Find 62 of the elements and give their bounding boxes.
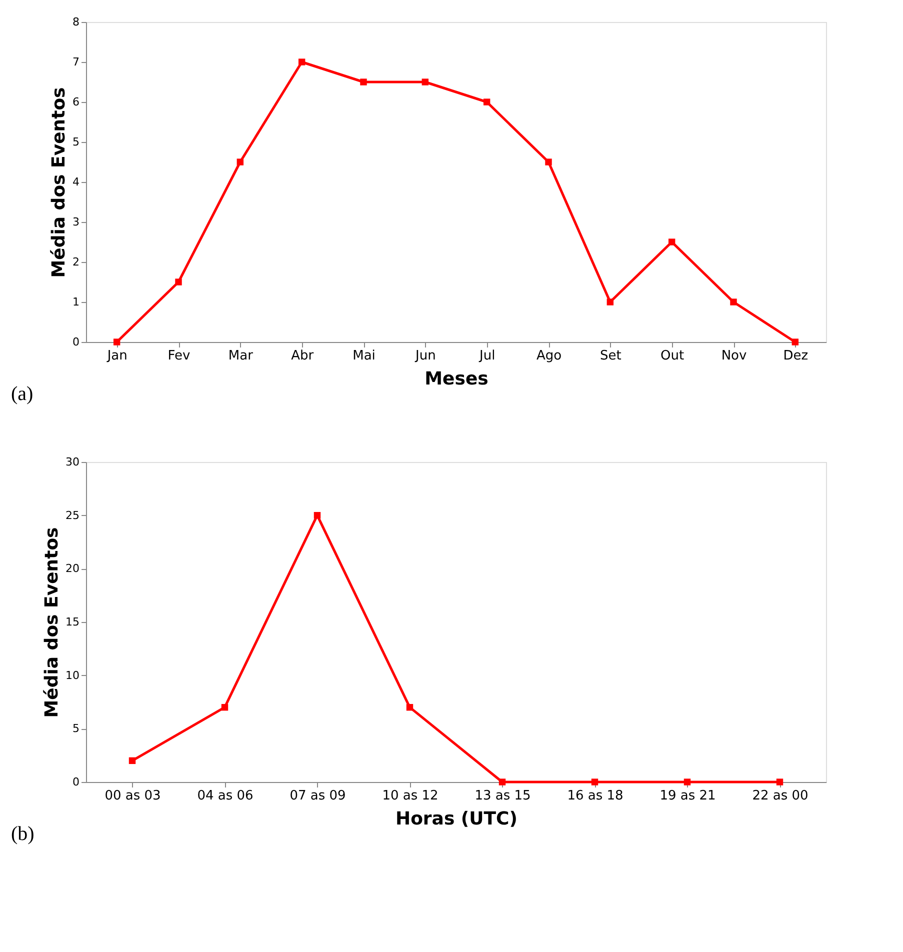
x-tick-label: Set	[600, 348, 622, 364]
x-tick-label: 07 as 09	[290, 788, 346, 804]
point	[128, 757, 136, 764]
x-tick-label: Abr	[291, 348, 314, 364]
point	[730, 298, 737, 306]
point	[175, 278, 182, 286]
point	[298, 58, 306, 66]
y-tick-label: 7	[72, 56, 80, 68]
point	[113, 338, 120, 346]
point	[792, 338, 799, 346]
point	[221, 704, 228, 711]
x-tick-label: Jun	[414, 348, 436, 364]
x-tick-label: 19 as 21	[660, 788, 716, 804]
point	[545, 158, 552, 166]
y-tick-label: 5	[72, 722, 80, 736]
y-tick-label: 25	[66, 508, 80, 522]
x-tick-label: 13 as 15	[474, 788, 531, 804]
x-tick-label: Mai	[352, 348, 376, 364]
x-tick-label: Out	[660, 348, 684, 364]
point	[684, 778, 691, 786]
y-tick-label: 8	[72, 16, 80, 28]
x-tick-label: Mar	[228, 348, 254, 364]
point	[591, 778, 598, 786]
y-axis-title: Média dos Eventos	[48, 87, 70, 278]
x-tick-label: 22 as 00	[752, 788, 808, 804]
point	[314, 512, 321, 519]
point	[406, 704, 414, 711]
point	[422, 78, 429, 86]
x-tick-label: Ago	[536, 348, 562, 364]
x-tick-label: Fev	[168, 348, 191, 364]
point	[606, 298, 614, 306]
y-axis-title: Média dos Eventos	[42, 527, 63, 718]
x-tick-label: Nov	[721, 348, 747, 364]
x-tick-label: Jan	[106, 348, 128, 364]
y-tick-label: 30	[66, 456, 80, 468]
y-tick-label: 15	[66, 616, 80, 628]
x-axis-title: Meses	[424, 368, 488, 390]
y-tick-label: 2	[72, 256, 80, 268]
y-tick-label: 1	[72, 296, 80, 308]
x-tick-label: Jul	[478, 348, 496, 364]
point	[483, 98, 490, 106]
y-tick-label: 0	[72, 776, 80, 788]
point	[498, 778, 506, 786]
y-tick-label: 20	[66, 562, 80, 576]
x-tick-label: 04 as 06	[197, 788, 254, 804]
x-axis-title: Horas (UTC)	[396, 808, 518, 830]
text: (a)	[11, 383, 34, 405]
y-tick-label: 0	[72, 336, 80, 348]
text: (b)	[11, 823, 34, 845]
y-tick-label: 10	[66, 668, 80, 682]
point	[776, 778, 784, 786]
x-tick-label: 16 as 18	[567, 788, 624, 804]
point	[360, 78, 367, 86]
x-tick-label: 00 as 03	[104, 788, 161, 804]
point	[236, 158, 244, 166]
x-tick-label: 10 as 12	[382, 788, 438, 804]
point	[668, 238, 676, 246]
y-tick-label: 4	[72, 176, 80, 188]
y-tick-label: 3	[72, 216, 80, 228]
y-tick-label: 5	[72, 136, 80, 148]
x-tick-label: Dez	[783, 348, 808, 364]
y-tick-label: 6	[72, 96, 80, 108]
